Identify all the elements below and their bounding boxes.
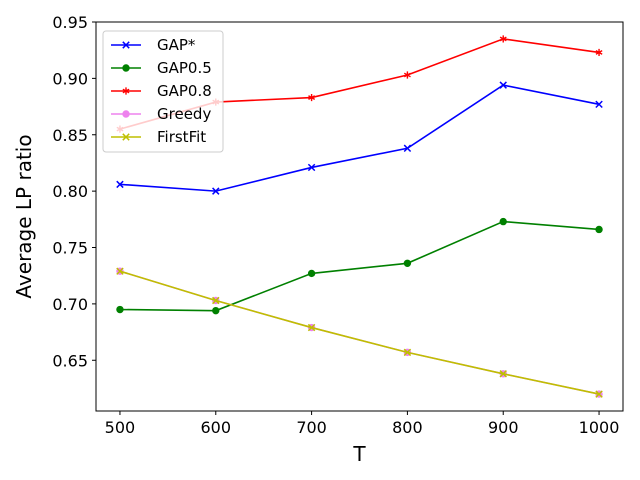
data-point bbox=[595, 225, 603, 234]
data-point bbox=[403, 71, 411, 79]
data-point bbox=[307, 269, 316, 278]
data-point bbox=[308, 93, 316, 102]
legend-label: GAP0.5 bbox=[157, 59, 212, 77]
x-tick-label: 1000 bbox=[579, 418, 620, 437]
x-tick-label: 500 bbox=[105, 418, 136, 437]
series-line bbox=[119, 84, 600, 192]
series-gap0-5 bbox=[116, 217, 603, 315]
legend-label: Greedy bbox=[157, 105, 211, 123]
data-point bbox=[116, 267, 124, 275]
legend-box bbox=[102, 30, 224, 153]
y-tick-label: 0.70 bbox=[52, 295, 88, 314]
legend-label: GAP0.8 bbox=[157, 82, 212, 100]
legend-marker bbox=[122, 133, 130, 141]
data-point bbox=[116, 305, 124, 314]
data-point bbox=[403, 259, 412, 267]
data-point bbox=[499, 370, 507, 378]
legend-marker bbox=[122, 64, 130, 72]
x-tick-label: 800 bbox=[392, 418, 423, 437]
x-tick-label: 900 bbox=[488, 418, 519, 437]
x-tick-label: 600 bbox=[200, 418, 231, 437]
plot-frame bbox=[95, 21, 624, 412]
y-tick-label: 0.65 bbox=[52, 351, 88, 370]
data-point bbox=[212, 306, 220, 315]
legend-entry: GAP0.5 bbox=[111, 59, 212, 77]
y-tick-label: 0.85 bbox=[52, 126, 88, 145]
data-point bbox=[595, 390, 603, 398]
data-point bbox=[595, 100, 603, 109]
series-line bbox=[119, 270, 600, 395]
y-axis-label: Average LP ratio bbox=[12, 134, 36, 298]
legend-label: GAP* bbox=[157, 36, 196, 54]
data-point bbox=[307, 323, 316, 332]
legend: GAP* GAP0.5 GAP0.8 Greedy FirstFit bbox=[102, 30, 224, 153]
series-line bbox=[119, 220, 600, 312]
data-point bbox=[212, 296, 220, 305]
legend-label: FirstFit bbox=[157, 128, 206, 146]
data-point bbox=[403, 144, 412, 153]
legend-marker bbox=[122, 87, 130, 95]
data-point bbox=[595, 48, 603, 57]
data-point bbox=[212, 187, 220, 195]
series-firstfit bbox=[116, 267, 603, 398]
data-point bbox=[499, 217, 507, 226]
legend-entry: Greedy bbox=[111, 105, 211, 123]
legend-marker bbox=[122, 41, 130, 49]
legend-entry: FirstFit bbox=[111, 128, 206, 146]
legend-entry: GAP0.8 bbox=[111, 82, 212, 100]
y-tick-label: 0.80 bbox=[52, 182, 88, 201]
y-tick-label: 0.90 bbox=[52, 69, 88, 88]
series-gap- bbox=[116, 81, 603, 195]
x-axis-label: T bbox=[352, 442, 366, 466]
legend-entry: GAP* bbox=[111, 36, 196, 54]
y-tick-label: 0.95 bbox=[52, 13, 88, 32]
x-tick-label: 700 bbox=[296, 418, 327, 437]
series-greedy bbox=[116, 267, 603, 398]
data-point bbox=[307, 163, 316, 172]
data-point bbox=[499, 35, 507, 43]
series-line bbox=[119, 270, 600, 395]
legend-marker bbox=[122, 110, 130, 118]
data-point bbox=[499, 81, 507, 89]
axes: 500 600 700 800 900 1000 0.65 0.70 0.75 0.80 0.85 0… bbox=[52, 13, 624, 437]
data-point bbox=[116, 180, 124, 189]
data-point bbox=[403, 348, 412, 357]
y-tick-label: 0.75 bbox=[52, 239, 88, 258]
